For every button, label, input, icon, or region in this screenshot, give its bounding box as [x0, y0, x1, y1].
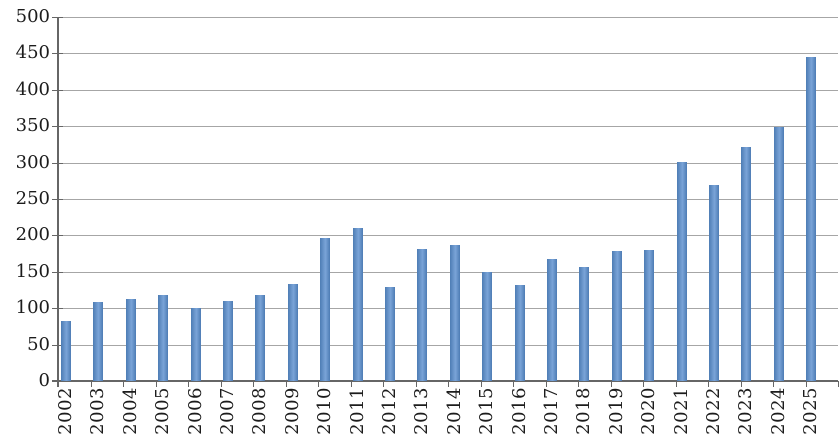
bar — [320, 237, 331, 381]
bar — [255, 295, 266, 381]
y-axis-label: 0 — [38, 370, 50, 391]
x-axis-label: 2003 — [87, 387, 109, 435]
y-gridline — [58, 162, 838, 164]
y-axis-label: 150 — [15, 260, 50, 282]
bar — [385, 287, 395, 381]
x-axis-tick — [545, 381, 547, 387]
bar — [449, 244, 460, 381]
bar — [352, 228, 363, 381]
y-gridline — [58, 344, 838, 346]
y-gridline — [58, 89, 838, 91]
x-axis-label: 2013 — [411, 387, 433, 435]
bar — [644, 249, 655, 381]
x-axis-tick — [610, 381, 612, 387]
y-gridline — [58, 199, 838, 200]
y-axis-label: 350 — [15, 115, 50, 137]
x-axis-label: 2009 — [281, 387, 303, 435]
x-axis-label: 2016 — [508, 387, 530, 435]
x-axis-label: 2019 — [605, 387, 627, 435]
y-axis-label: 200 — [15, 224, 50, 246]
bar — [223, 300, 233, 381]
x-axis-label: 2008 — [249, 387, 271, 435]
y-axis-line — [57, 17, 59, 387]
x-axis-label: 2024 — [767, 387, 789, 435]
y-axis-label: 450 — [15, 42, 50, 64]
x-axis-tick — [58, 381, 59, 387]
x-axis-label: 2002 — [55, 387, 76, 435]
x-axis-tick — [513, 381, 514, 387]
x-axis-label: 2015 — [476, 387, 498, 435]
bar — [547, 259, 557, 381]
x-axis-label: 2010 — [314, 387, 336, 435]
bar — [806, 57, 817, 381]
x-axis-tick — [448, 381, 449, 387]
x-axis-tick — [318, 381, 319, 387]
y-gridline — [58, 53, 838, 55]
x-axis-tick — [155, 381, 157, 387]
bar — [190, 308, 201, 381]
x-axis-line — [52, 380, 838, 382]
bar — [158, 295, 169, 381]
x-axis-label: 2021 — [670, 387, 692, 435]
y-gridline — [58, 126, 838, 128]
x-axis-label: 2017 — [541, 387, 562, 435]
x-axis-label: 2018 — [573, 387, 595, 435]
x-axis-label: 2022 — [703, 387, 724, 435]
bar — [417, 248, 428, 381]
x-axis-tick — [285, 381, 287, 387]
x-axis-tick — [740, 381, 742, 387]
x-axis-tick — [643, 381, 644, 387]
y-gridline — [58, 235, 838, 237]
bar — [741, 146, 752, 381]
x-axis-tick — [480, 381, 482, 387]
y-axis-label: 50 — [27, 333, 50, 355]
x-axis-label: 2012 — [379, 387, 400, 435]
x-axis-tick — [123, 381, 124, 387]
y-gridline — [58, 271, 838, 273]
bar — [579, 266, 590, 381]
x-axis-label: 2007 — [217, 387, 238, 435]
bar — [676, 161, 687, 381]
x-axis-tick — [773, 381, 774, 387]
bar — [93, 302, 104, 381]
bar — [482, 271, 493, 381]
y-axis-label: 100 — [15, 297, 50, 319]
x-axis-tick — [220, 381, 222, 387]
x-axis-tick — [675, 381, 677, 387]
x-axis-label: 2004 — [119, 387, 141, 435]
x-axis-tick — [90, 381, 92, 387]
x-axis-label: 2025 — [800, 387, 822, 435]
x-axis-tick — [708, 381, 709, 387]
x-axis-tick — [838, 381, 839, 387]
x-axis-tick — [578, 381, 579, 387]
x-axis-tick — [350, 381, 352, 387]
x-axis-label: 2006 — [184, 387, 206, 435]
x-axis-tick — [253, 381, 254, 387]
x-axis-label: 2011 — [346, 387, 368, 435]
y-gridline — [58, 308, 838, 310]
x-axis-tick — [188, 381, 189, 387]
bar — [773, 126, 784, 381]
bar — [611, 251, 622, 381]
bar — [287, 284, 298, 381]
bar — [709, 185, 719, 381]
y-gridline — [58, 17, 838, 18]
y-axis-label: 300 — [15, 151, 50, 173]
x-axis-label: 2020 — [638, 387, 660, 435]
x-axis-tick — [383, 381, 384, 387]
bar — [61, 320, 71, 381]
x-axis-label: 2023 — [735, 387, 757, 435]
bar — [514, 284, 525, 381]
x-axis-tick — [805, 381, 807, 387]
bar — [125, 298, 136, 381]
y-axis-label: 400 — [15, 78, 50, 100]
y-axis-label: 500 — [15, 6, 50, 27]
x-axis-tick — [415, 381, 417, 387]
x-axis-label: 2014 — [443, 387, 465, 435]
y-axis-label: 250 — [15, 188, 50, 209]
x-axis-label: 2005 — [152, 387, 174, 435]
